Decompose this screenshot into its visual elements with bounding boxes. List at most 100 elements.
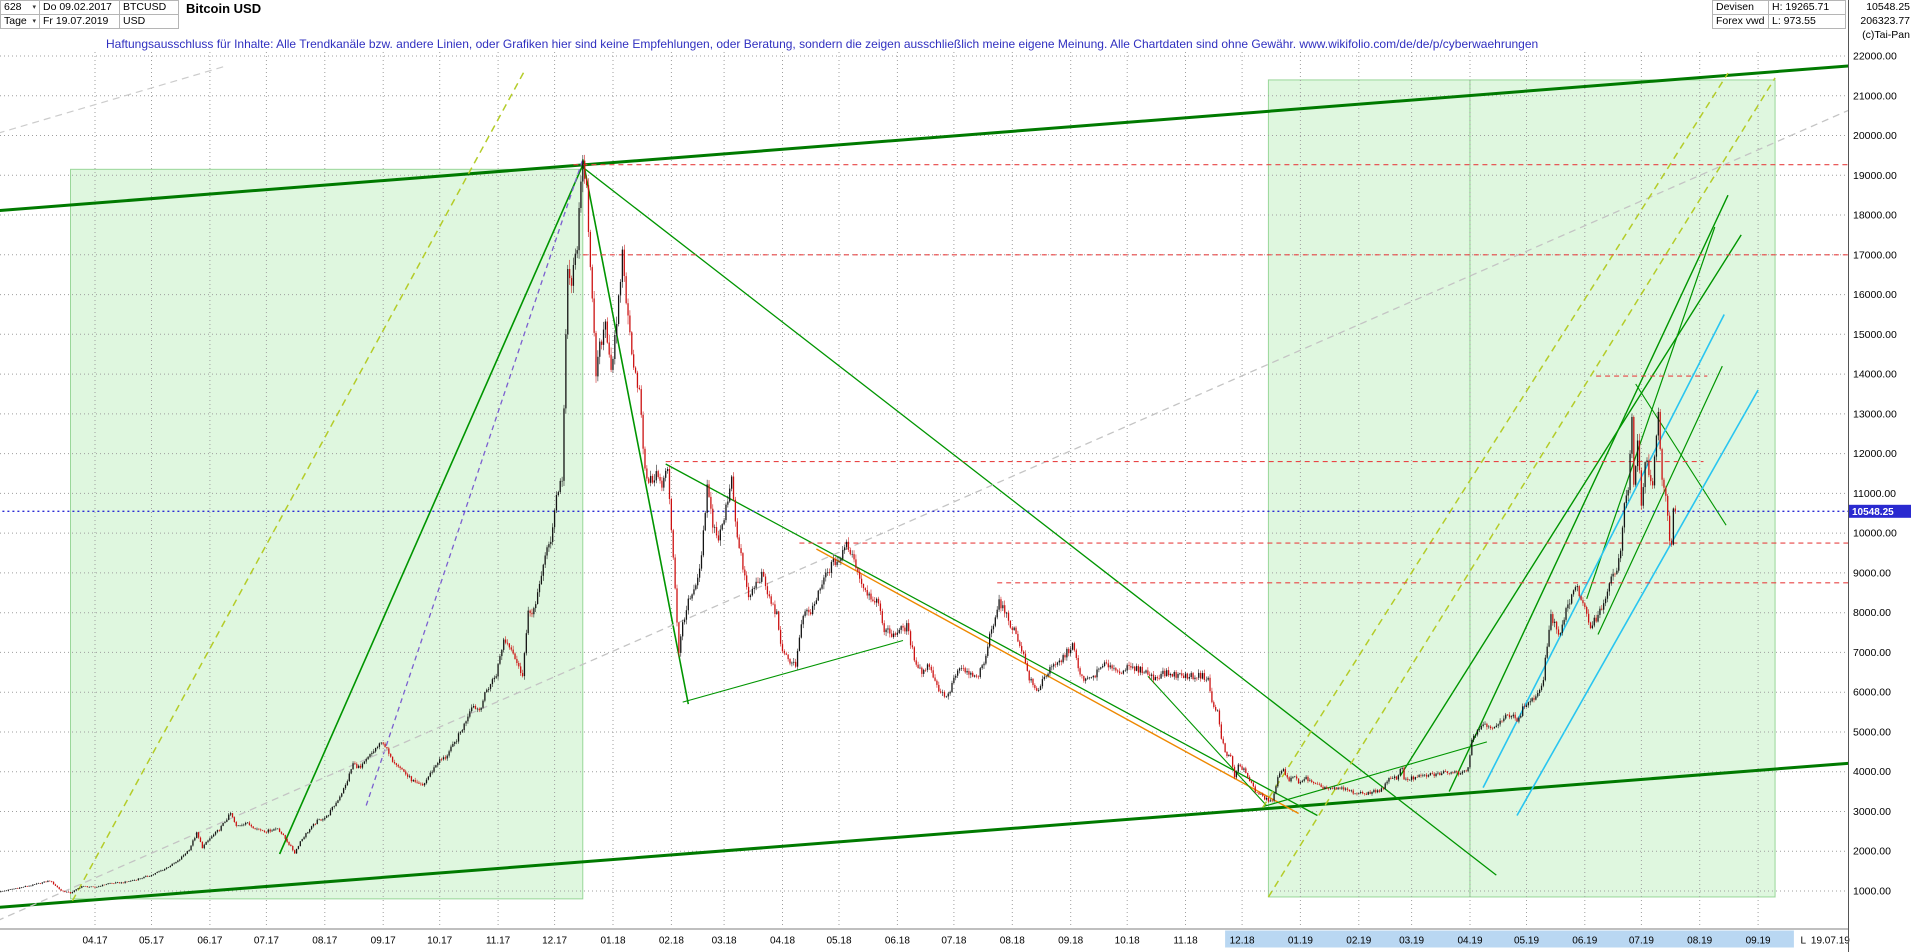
candle-body: [853, 554, 855, 560]
crash-trendline-nov18: [1147, 675, 1267, 806]
candle-body: [1529, 701, 1531, 703]
candle-body: [629, 315, 631, 333]
candle-body: [1557, 629, 1560, 635]
candle-body: [369, 754, 371, 757]
candle-body: [1623, 503, 1626, 528]
candle-body: [531, 613, 533, 615]
candle-body: [859, 571, 861, 579]
candle-body: [316, 819, 318, 825]
uptrend-2019-c: [1586, 226, 1716, 599]
candle-body: [386, 747, 388, 749]
candle-body: [1636, 440, 1639, 467]
start-date-field[interactable]: Do 09.02.2017: [39, 0, 120, 15]
candle-body: [883, 623, 885, 633]
candle-body: [454, 741, 456, 744]
candle-body: [1207, 677, 1209, 680]
chevron-down-icon: ▾: [32, 18, 36, 25]
candle-body: [1352, 790, 1354, 794]
candle-body: [32, 884, 34, 886]
candle-body: [557, 492, 559, 495]
candle-body: [1555, 621, 1558, 630]
candle-body: [280, 831, 283, 834]
candle-body: [584, 160, 586, 179]
candle-body: [1339, 787, 1341, 789]
candle-body: [1188, 677, 1190, 679]
post-peak-2019: [1635, 383, 1727, 526]
candle-body: [11, 889, 13, 890]
candle-body: [1090, 677, 1093, 678]
candle-body: [64, 891, 66, 892]
candle-body: [591, 267, 593, 299]
candle-body: [5, 890, 8, 892]
candle-body: [834, 559, 836, 565]
y-axis-label: 11000.00: [1853, 488, 1896, 500]
candle-body: [941, 692, 944, 693]
candle-body: [1017, 633, 1019, 642]
candle-body: [559, 480, 561, 493]
start-date-label: Do 09.02.2017: [43, 1, 112, 13]
candle-body: [1216, 710, 1219, 712]
candle-body: [1329, 788, 1332, 789]
candle-body: [1070, 649, 1072, 654]
candle-body: [1083, 676, 1085, 681]
candle-body: [612, 359, 614, 370]
candle-body: [196, 832, 198, 839]
candle-body: [1015, 627, 1017, 634]
candle-body: [764, 576, 767, 587]
candle-body: [655, 471, 657, 481]
candle-body: [1145, 670, 1147, 673]
candle-body: [1388, 777, 1390, 782]
candle-body: [804, 611, 806, 616]
candle-body: [521, 673, 524, 677]
candle-body: [499, 656, 501, 664]
uptrend-2019-d: [1597, 365, 1723, 635]
candle-body: [958, 668, 961, 671]
candle-body: [501, 649, 503, 657]
candle-body: [1056, 662, 1059, 665]
candle-body: [167, 867, 170, 868]
candle-body: [832, 559, 834, 562]
symbol-field[interactable]: BTCUSD: [119, 0, 179, 15]
candle-body: [1365, 793, 1368, 795]
candle-body: [43, 881, 45, 883]
trend-lines: [0, 64, 1848, 921]
candle-body: [1384, 783, 1386, 789]
candle-body: [1094, 675, 1096, 678]
chart-zones: [70, 79, 1776, 900]
candle-body: [1296, 776, 1298, 779]
rally-2017-support: [278, 164, 584, 855]
candle-body: [610, 354, 612, 370]
candle-body: [691, 594, 693, 599]
candle-body: [226, 819, 228, 822]
candle-body: [256, 828, 258, 830]
candle-body: [503, 639, 505, 650]
candle-body: [544, 555, 546, 565]
bar-count-dropdown[interactable]: 628 ▾: [0, 0, 40, 15]
candle-body: [1290, 777, 1292, 782]
period-dropdown[interactable]: Tage ▾: [0, 14, 40, 29]
candle-body: [1640, 470, 1642, 506]
candle-body: [474, 706, 477, 709]
candle-body: [1652, 481, 1654, 486]
candle-body: [891, 633, 893, 637]
candle-body: [1589, 622, 1592, 629]
exchange-cell: Devisen: [1712, 0, 1769, 15]
candle-body: [380, 742, 382, 744]
candle-body: [1081, 674, 1083, 676]
x-axis-label: 09.17: [371, 936, 396, 947]
candle-body: [849, 549, 851, 555]
candle-body: [1518, 717, 1520, 722]
candle-body: [286, 838, 288, 842]
candle-body: [1663, 479, 1665, 488]
chevron-down-icon: ▾: [32, 4, 36, 11]
x-axis-label: 05.18: [826, 936, 851, 947]
candle-body: [1177, 674, 1179, 678]
candle-body: [444, 757, 446, 759]
candle-body: [989, 633, 991, 647]
end-date-field[interactable]: Fr 19.07.2019: [39, 14, 120, 29]
candle-body: [326, 815, 328, 818]
candle-body: [261, 830, 264, 831]
candle-body: [1410, 776, 1413, 780]
candle-body: [1322, 786, 1324, 789]
